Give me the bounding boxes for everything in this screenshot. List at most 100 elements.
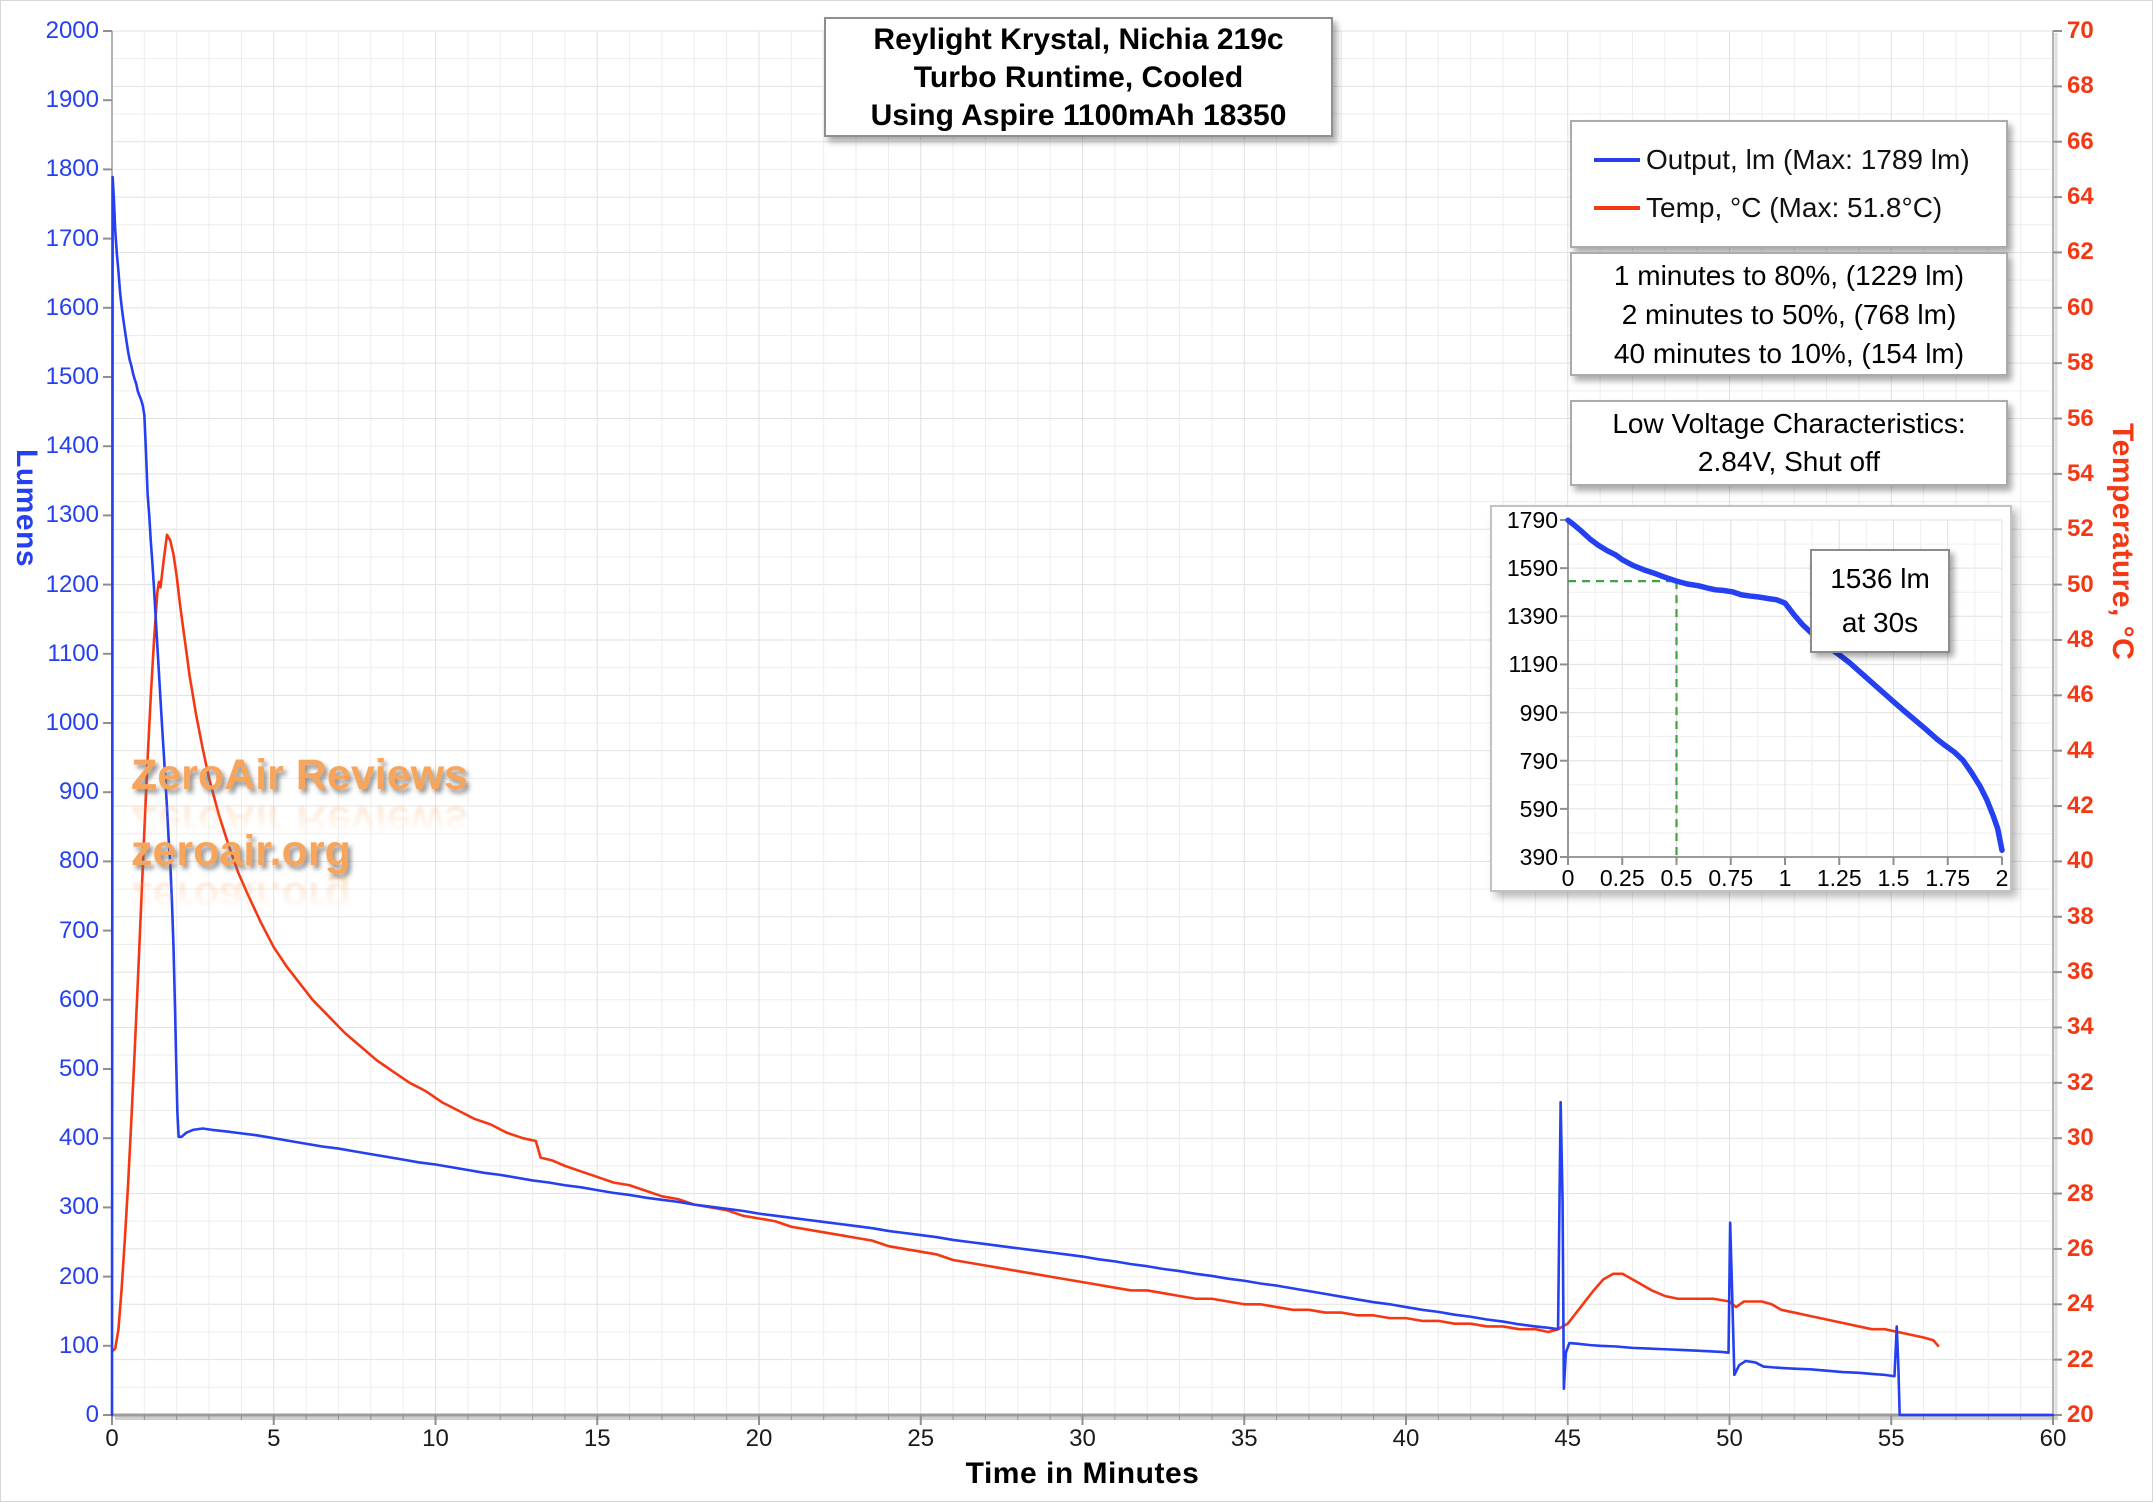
y-right-tick-label: 22 xyxy=(2067,1345,2094,1373)
y-right-tick-label: 42 xyxy=(2067,792,2094,820)
y-left-tick-label: 1100 xyxy=(47,639,99,667)
inset-y-tick-label: 1190 xyxy=(1508,651,1558,678)
y-right-tick-label: 44 xyxy=(2067,736,2094,764)
x-axis-tick-label: 45 xyxy=(1554,1425,1582,1452)
y-right-tick-label: 32 xyxy=(2067,1068,2094,1096)
watermark-line-1: ZeroAir Reviews xyxy=(131,751,468,799)
low-voltage-value: 2.84V, Shut off xyxy=(1697,446,1881,477)
y-axis-title-lumens: Lumens xyxy=(10,449,43,568)
low-voltage-box: Low Voltage Characteristics: 2.84V, Shut… xyxy=(1570,400,2008,486)
inset-x-tick-label: 0.5 xyxy=(1660,865,1693,891)
y-right-tick-label: 68 xyxy=(2067,72,2094,100)
y-left-tick-label: 1400 xyxy=(45,432,99,460)
legend-item-temp: Temp, °C (Max: 51.8°C) xyxy=(1594,192,2006,224)
runtime-stats-box: 1 minutes to 80%, (1229 lm) 2 minutes to… xyxy=(1570,252,2008,376)
watermark-line-2: zeroair.org xyxy=(131,827,351,875)
y-right-tick-label: 58 xyxy=(2067,349,2094,377)
y-axis-title-temperature: Temperature, °C xyxy=(2106,423,2139,661)
inset-y-tick-label: 1390 xyxy=(1506,603,1558,630)
y-right-tick-label: 30 xyxy=(2067,1124,2094,1152)
stat-50-percent: 2 minutes to 50%, (768 lm) xyxy=(1621,298,1957,330)
inset-y-tick-label: 1790 xyxy=(1506,507,1558,533)
inset-y-tick-label: 590 xyxy=(1519,795,1558,822)
inset-x-tick-label: 0.75 xyxy=(1708,865,1754,891)
y-left-tick-label: 200 xyxy=(58,1262,99,1290)
y-right-tick-label: 24 xyxy=(2067,1290,2094,1318)
y-right-tick-label: 40 xyxy=(2067,847,2094,875)
chart-title-line-1: Reylight Krystal, Nichia 219c xyxy=(873,23,1284,56)
y-left-tick-label: 1200 xyxy=(45,570,99,598)
legend-temp-label: Temp, °C (Max: 51.8°C) xyxy=(1646,192,1943,223)
inset-y-tick-label: 790 xyxy=(1519,747,1558,774)
low-voltage-title: Low Voltage Characteristics: xyxy=(1612,408,1966,439)
legend-item-output: Output, lm (Max: 1789 lm) xyxy=(1594,144,2006,176)
y-left-tick-label: 1500 xyxy=(45,363,99,390)
x-axis-tick-label: 50 xyxy=(1716,1425,1743,1452)
x-axis-tick-label: 20 xyxy=(745,1425,773,1452)
inset-x-tick-label: 2 xyxy=(1995,865,2009,891)
y-right-tick-label: 62 xyxy=(2067,238,2094,266)
y-right-tick-label: 38 xyxy=(2067,902,2094,930)
inset-y-tick-label: 990 xyxy=(1519,699,1558,726)
y-left-tick-label: 0 xyxy=(85,1401,99,1428)
x-axis-tick-label: 10 xyxy=(422,1425,449,1452)
y-left-tick-label: 900 xyxy=(58,778,99,806)
y-left-tick-label: 2000 xyxy=(45,17,99,44)
chart-title-line-2: Turbo Runtime, Cooled xyxy=(913,61,1244,94)
x-axis-tick-label: 25 xyxy=(907,1425,935,1452)
x-axis-tick-label: 15 xyxy=(583,1425,611,1452)
inset-x-tick-label: 1 xyxy=(1778,865,1792,891)
y-right-tick-label: 26 xyxy=(2067,1234,2094,1262)
x-axis-tick-label: 0 xyxy=(105,1425,119,1452)
y-right-tick-label: 48 xyxy=(2067,625,2094,653)
inset-annotation-time: at 30s xyxy=(1841,607,1919,638)
y-right-tick-label: 66 xyxy=(2067,127,2094,155)
y-left-tick-label: 1300 xyxy=(45,501,99,529)
y-left-tick-label: 400 xyxy=(58,1124,99,1152)
y-left-tick-label: 1600 xyxy=(45,293,99,321)
inset-chart: 390 590 790 990 1190 1390 1590 1790 0 0.25 0.5 0.75… xyxy=(1490,505,2012,892)
y-left-tick-label: 800 xyxy=(58,847,99,875)
legend: Output, lm (Max: 1789 lm) Temp, °C (Max:… xyxy=(1570,120,2008,248)
y-left-tick-label: 600 xyxy=(58,985,99,1013)
chart-title-box: Reylight Krystal, Nichia 219c Turbo Runt… xyxy=(824,17,1333,137)
x-axis-tick-label: 60 xyxy=(2039,1425,2067,1452)
y-right-tick-label: 28 xyxy=(2067,1179,2094,1207)
y-right-tick-label: 52 xyxy=(2067,515,2094,543)
y-right-tick-label: 34 xyxy=(2067,1013,2094,1041)
x-axis-tick-label: 30 xyxy=(1069,1425,1096,1452)
output-line-swatch-icon xyxy=(1594,158,1640,162)
inset-x-tick-label: 0 xyxy=(1561,865,1575,891)
y-left-tick-label: 1900 xyxy=(45,86,99,114)
inset-x-tick-label: 0.25 xyxy=(1599,865,1645,891)
inset-x-tick-label: 1.25 xyxy=(1816,865,1862,891)
y-left-tick-label: 700 xyxy=(58,916,99,944)
stat-80-percent: 1 minutes to 80%, (1229 lm) xyxy=(1613,259,1965,291)
y-right-tick-label: 50 xyxy=(2067,570,2094,598)
y-right-tick-label: 20 xyxy=(2067,1401,2094,1428)
legend-output-label: Output, lm (Max: 1789 lm) xyxy=(1646,144,1970,175)
stat-10-percent: 40 minutes to 10%, (154 lm) xyxy=(1613,337,1965,369)
y-right-tick-label: 36 xyxy=(2067,958,2094,986)
x-axis-tick-label: 35 xyxy=(1230,1425,1258,1452)
y-left-tick-label: 1800 xyxy=(45,155,99,183)
y-right-tick-label: 60 xyxy=(2067,293,2094,321)
y-right-tick-label: 54 xyxy=(2067,459,2094,487)
inset-y-tick-label: 1590 xyxy=(1506,555,1558,582)
x-axis-tick-label: 40 xyxy=(1392,1425,1420,1452)
y-left-tick-label: 1000 xyxy=(45,709,99,736)
y-right-tick-label: 70 xyxy=(2067,17,2094,44)
x-axis-title-time: Time in Minutes xyxy=(965,1457,1200,1490)
inset-plot-area xyxy=(1560,517,2005,865)
x-axis-tick-label: 5 xyxy=(267,1425,281,1452)
watermark-line-2-reflection: zeroair.org xyxy=(131,873,351,921)
y-left-tick-label: 300 xyxy=(58,1193,99,1221)
inset-x-tick-label: 1.5 xyxy=(1877,865,1910,891)
inset-annotation-value: 1536 lm xyxy=(1830,563,1930,594)
y-left-tick-label: 500 xyxy=(58,1055,99,1082)
x-axis-tick-label: 55 xyxy=(1877,1425,1905,1452)
chart-title-line-3: Using Aspire 1100mAh 18350 xyxy=(870,99,1287,132)
y-right-tick-label: 56 xyxy=(2067,404,2094,432)
y-right-tick-label: 64 xyxy=(2067,183,2094,211)
